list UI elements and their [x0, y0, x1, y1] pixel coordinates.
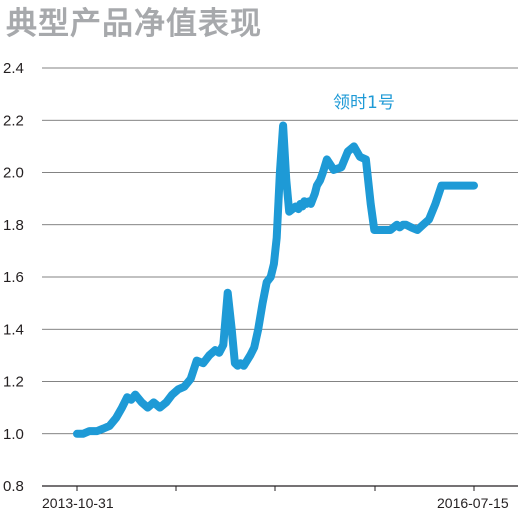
y-tick-label: 0.8 [3, 478, 24, 495]
y-tick-label: 1.4 [3, 321, 24, 338]
y-axis-ticks: 2.4 2.2 2.0 1.8 1.6 1.4 1.2 1.0 0.8 [3, 60, 24, 495]
x-axis: 2013-10-31 2016-07-15 [42, 486, 509, 511]
series-group [73, 121, 478, 438]
y-tick-label: 1.2 [3, 374, 24, 391]
series-label: 领时1号 [333, 93, 395, 113]
y-tick-label: 2.4 [3, 60, 24, 77]
series-line [73, 121, 478, 438]
y-tick-label: 2.0 [3, 165, 24, 182]
x-tick-label: 2013-10-31 [42, 495, 114, 511]
y-tick-label: 1.6 [3, 269, 24, 286]
chart-title: 典型产品净值表现 [6, 6, 262, 42]
y-tick-label: 1.8 [3, 217, 24, 234]
x-tick-label: 2016-07-15 [437, 495, 509, 511]
y-tick-label: 1.0 [3, 426, 24, 443]
y-tick-label: 2.2 [3, 112, 24, 129]
